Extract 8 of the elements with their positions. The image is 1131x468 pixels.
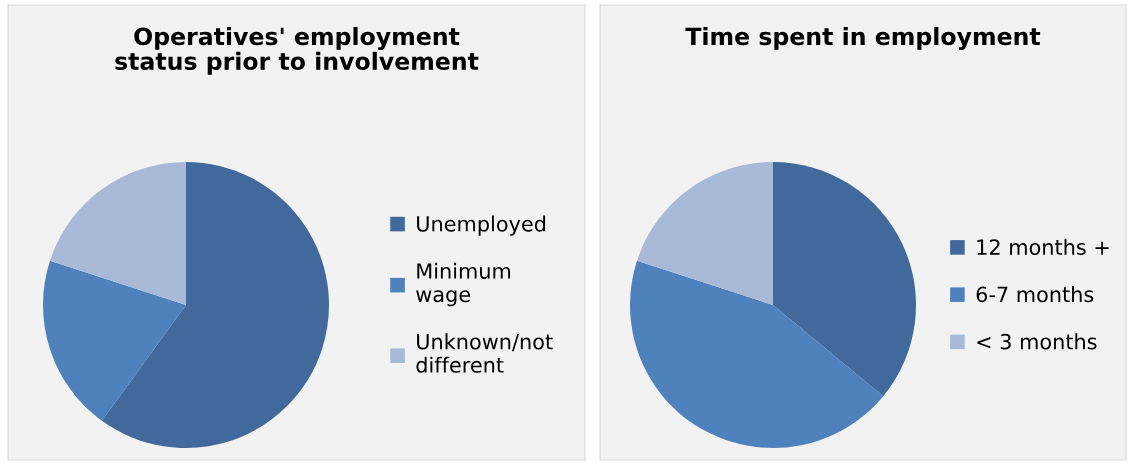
legend-label: 12 months + <box>977 238 1109 255</box>
legend-label: Unemployed <box>417 215 546 236</box>
legend-label: 6-7 months <box>976 286 1094 303</box>
chart-title: Time spent in employment <box>685 27 1041 51</box>
legend-label: Unknown/not different <box>416 333 553 373</box>
legend-label: Minimum wage <box>416 262 511 307</box>
legend-label: < 3 months <box>977 333 1097 350</box>
chart-title: Operatives' employment status prior to involvement <box>115 27 479 75</box>
